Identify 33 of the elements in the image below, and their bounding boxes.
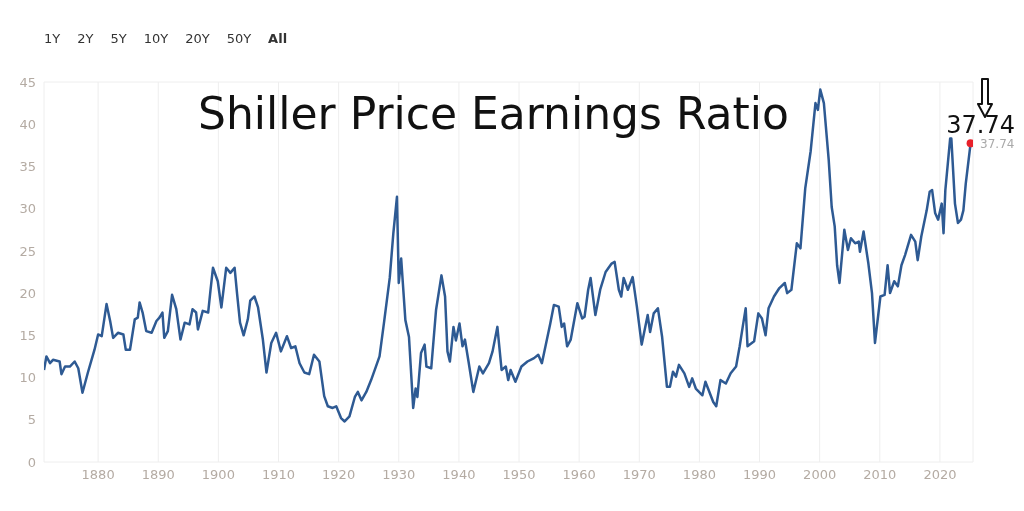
x-tick-label: 2010 [863, 467, 897, 483]
text: All [268, 31, 288, 46]
x-tick-label: 1880 [81, 467, 115, 483]
text: 20Y [185, 31, 210, 46]
x-tick-label: 1900 [201, 467, 235, 483]
x-tick-label: 1980 [682, 467, 716, 483]
x-tick-label: 1940 [442, 467, 476, 483]
x-tick-label: 2020 [923, 467, 957, 483]
text: 50Y [226, 31, 252, 46]
y-tick-label: 25 [19, 243, 36, 259]
text: 5Y [110, 31, 127, 46]
y-tick-label: 5 [27, 412, 36, 428]
x-tick-label: 1990 [742, 467, 777, 483]
y-tick-label: 45 [19, 74, 36, 90]
x-tick-label: 1920 [322, 467, 356, 483]
y-tick-label: 35 [19, 159, 36, 175]
y-tick-label: 10 [19, 370, 36, 386]
chart-title: Shiller Price Earnings Ratio [198, 88, 789, 139]
text: 2Y [77, 31, 94, 46]
y-tick-label: 15 [19, 327, 36, 343]
y-tick-label: 20 [19, 285, 36, 301]
y-tick-label: 30 [19, 201, 36, 217]
x-tick-label: 1890 [141, 467, 175, 483]
x-tick-label: 1930 [382, 467, 416, 483]
y-tick-label: 0 [27, 454, 36, 470]
text: 1Y [44, 31, 61, 46]
x-tick-label: 1910 [261, 467, 296, 483]
x-tick-label: 1970 [622, 467, 656, 483]
text: 10Y [143, 31, 169, 46]
y-tick-label: 40 [19, 116, 36, 132]
x-tick-label: 1960 [562, 467, 596, 483]
x-tick-label: 2000 [803, 467, 837, 483]
x-tick-label: 1950 [502, 467, 536, 483]
